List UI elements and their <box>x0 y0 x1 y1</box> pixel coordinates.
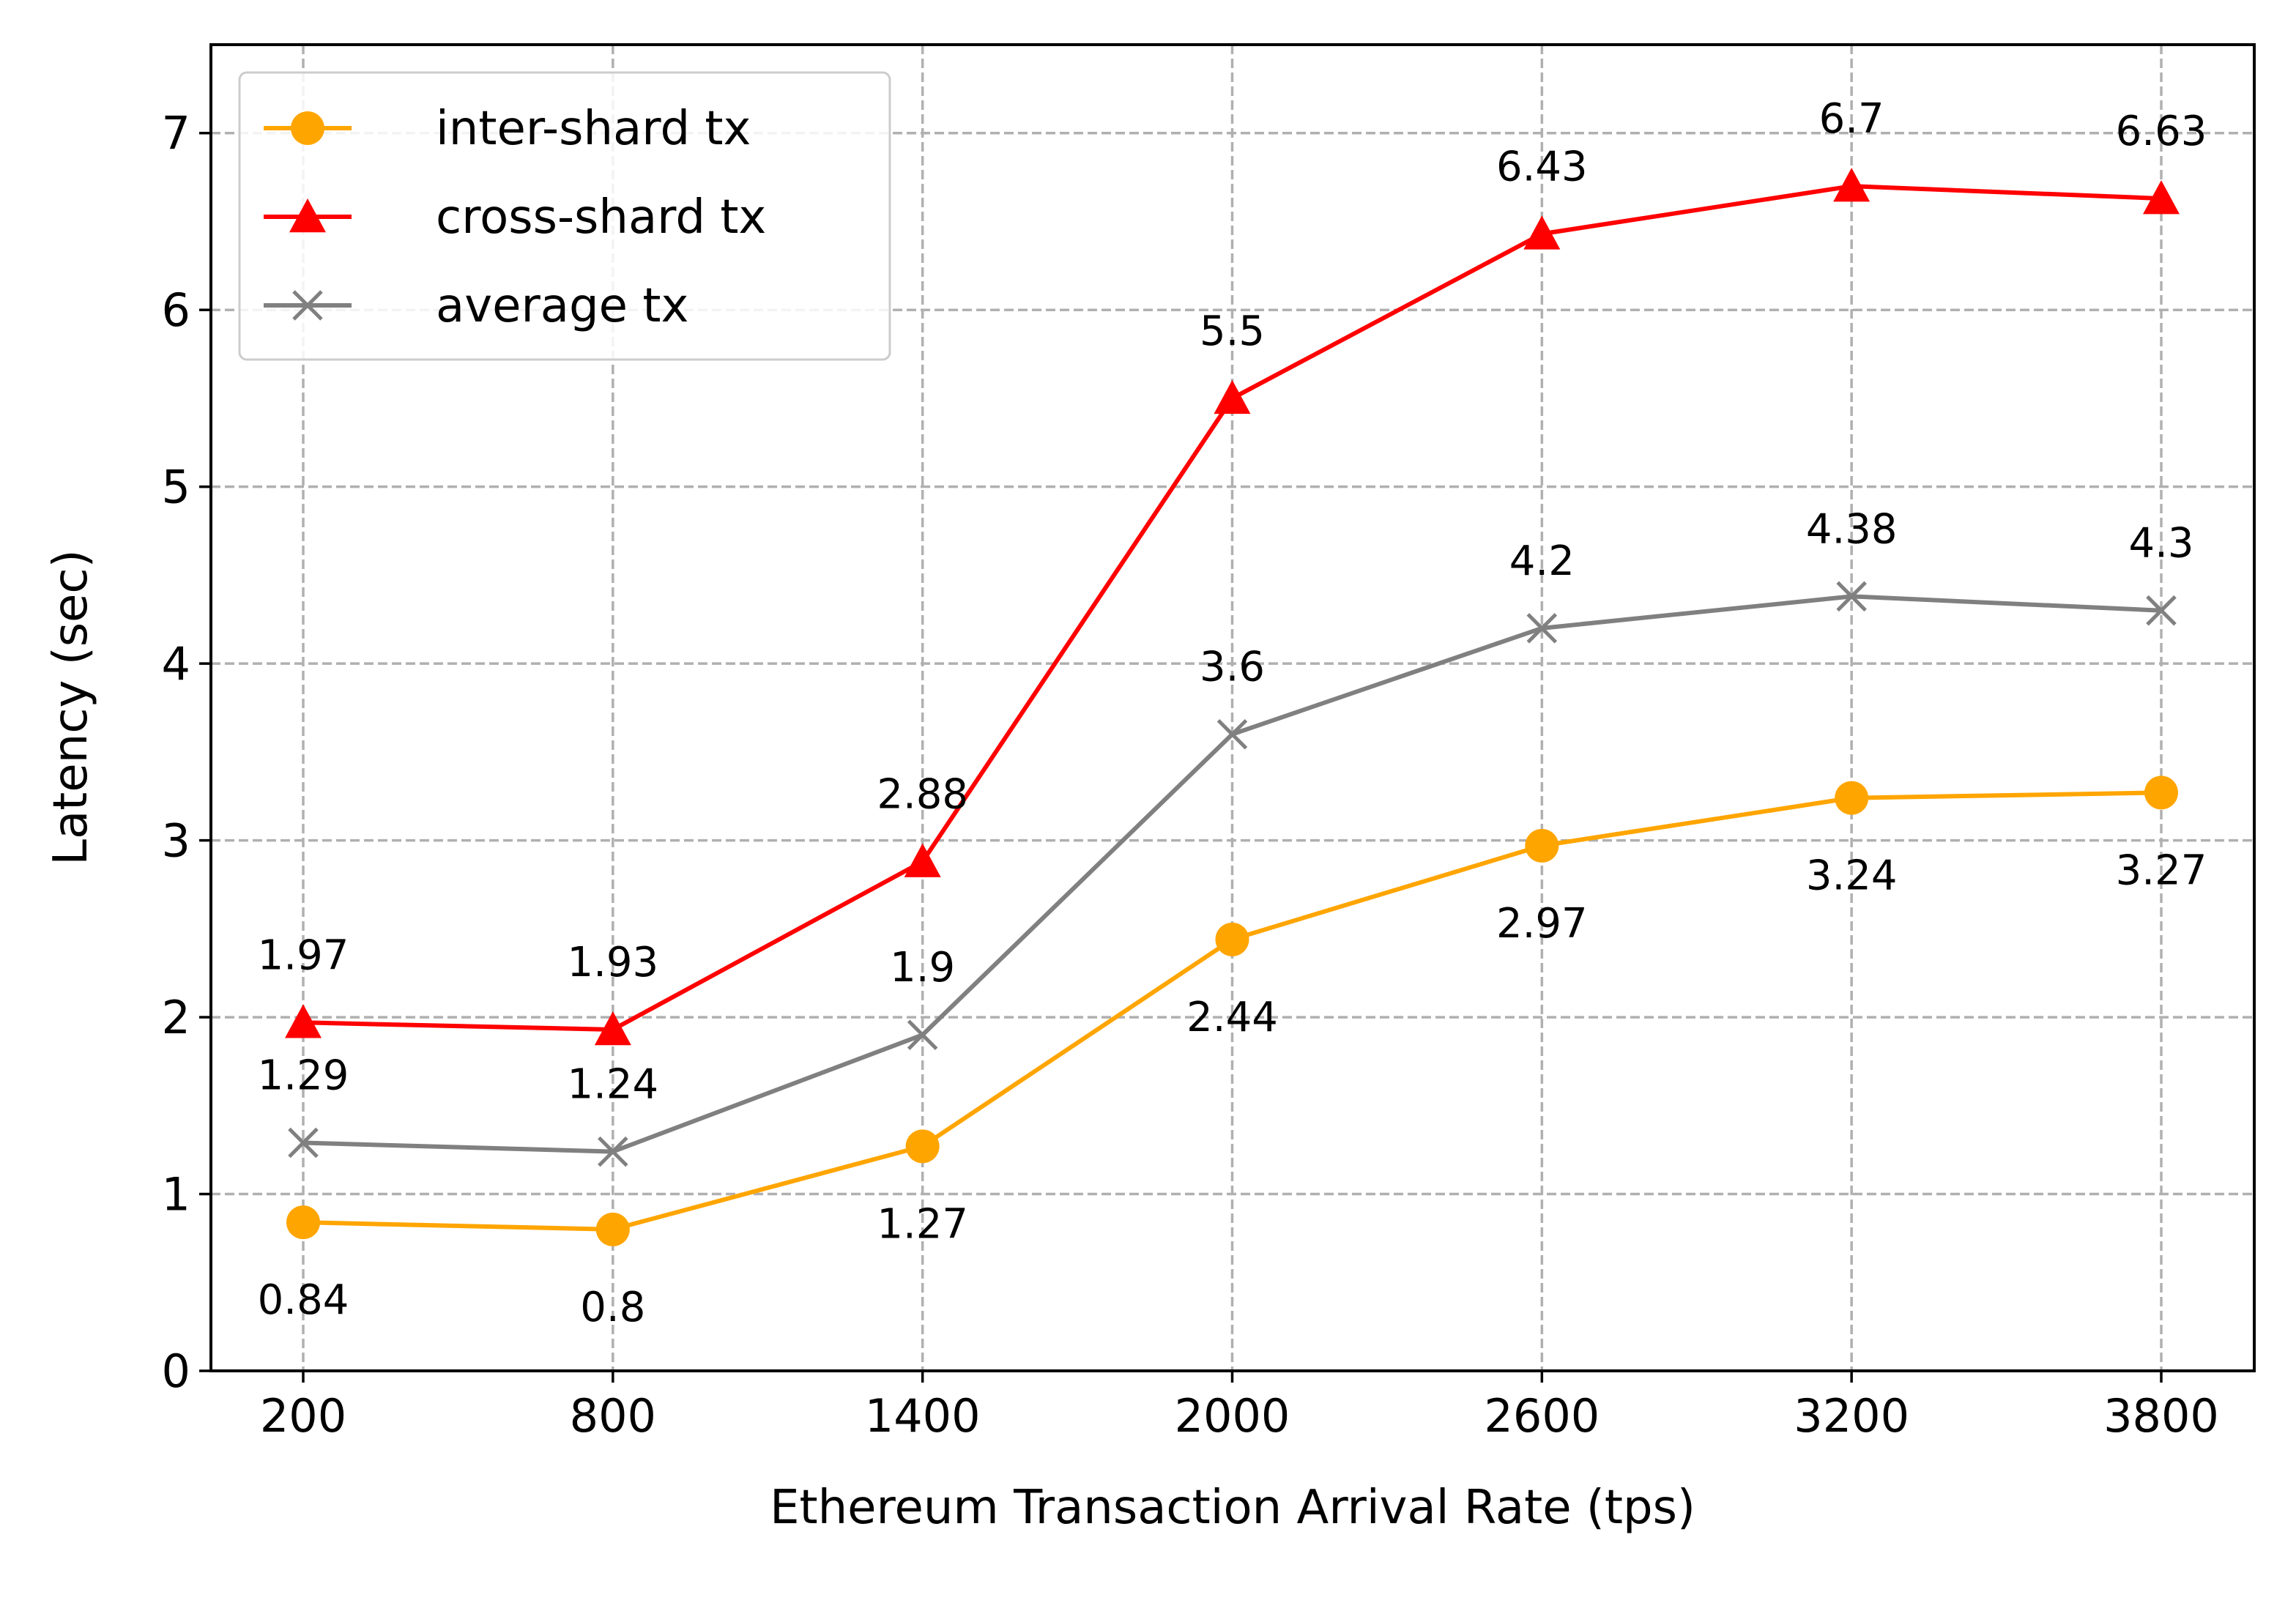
legend-marker <box>292 290 323 321</box>
data-point-marker <box>2144 776 2178 810</box>
x-tick-label: 3200 <box>1794 1389 1909 1443</box>
data-point-marker <box>594 1011 631 1046</box>
x-tick-label: 800 <box>570 1389 656 1443</box>
data-label: 1.97 <box>258 931 349 979</box>
y-tick-label: 7 <box>162 107 190 160</box>
x-tick-label: 2000 <box>1175 1389 1290 1443</box>
x-tick-label: 200 <box>260 1389 346 1443</box>
x-tick-label: 1400 <box>865 1389 981 1443</box>
series-average-tx <box>288 581 2177 1167</box>
x-tick-label: 3800 <box>2103 1389 2219 1443</box>
legend-box <box>238 71 891 361</box>
data-label: 3.27 <box>2116 847 2207 894</box>
data-label: 3.6 <box>1200 644 1265 691</box>
data-point-marker <box>2143 180 2180 215</box>
data-point-marker <box>1835 781 1869 815</box>
series-layer <box>285 168 2180 1246</box>
data-point-marker <box>598 1136 628 1167</box>
series-inter-shard-tx <box>286 776 2178 1246</box>
y-tick-label: 6 <box>162 283 190 337</box>
y-tick-label: 5 <box>162 461 190 514</box>
data-label: 3.24 <box>1806 852 1898 900</box>
y-tick-label: 3 <box>162 814 190 868</box>
data-label: 1.27 <box>877 1200 968 1248</box>
data-point-marker <box>1525 828 1559 863</box>
y-tick-label: 1 <box>162 1168 190 1221</box>
legend: inter-shard tx cross-shard tx average tx <box>238 71 891 361</box>
data-label: 5.5 <box>1200 308 1265 355</box>
y-tick-label: 4 <box>162 637 190 691</box>
data-point-marker <box>286 1205 320 1240</box>
data-point-marker <box>595 1212 630 1246</box>
data-label: 2.97 <box>1496 900 1588 948</box>
data-point-marker <box>1833 168 1870 202</box>
data-label: 1.9 <box>890 944 955 992</box>
data-point-marker <box>1836 581 1867 612</box>
data-label: 6.63 <box>2116 108 2207 155</box>
data-point-marker <box>1523 215 1561 250</box>
legend-label: average tx <box>436 279 688 333</box>
data-point-marker <box>1216 718 1248 750</box>
data-label: 4.38 <box>1806 505 1898 553</box>
legend-item: inter-shard tx <box>264 102 751 156</box>
legend-item: average tx <box>264 279 688 333</box>
data-point-marker <box>1526 613 1558 644</box>
data-point-marker <box>1214 379 1251 414</box>
data-label: 1.24 <box>567 1061 658 1109</box>
y-tick-label: 0 <box>162 1344 190 1398</box>
data-label: 1.29 <box>258 1052 349 1100</box>
axis-ticks: 200 800 1400 2000 2600 3200 3800 0 1 2 3 4 5 6 7 <box>162 107 2219 1443</box>
data-point-marker <box>904 843 941 877</box>
data-label: 0.8 <box>580 1284 645 1331</box>
data-label: 6.7 <box>1819 95 1884 143</box>
legend-marker <box>291 111 324 145</box>
data-point-marker <box>2146 595 2177 626</box>
data-point-marker <box>285 1004 322 1038</box>
data-label: 4.3 <box>2128 520 2193 568</box>
legend-label: inter-shard tx <box>436 102 751 156</box>
legend-item: cross-shard tx <box>264 190 766 245</box>
data-label: 1.93 <box>567 939 658 986</box>
y-axis-label: Latency (sec) <box>44 549 98 865</box>
x-tick-label: 2600 <box>1484 1389 1600 1443</box>
data-point-marker <box>907 1019 938 1050</box>
data-label: 6.43 <box>1496 143 1588 190</box>
data-point-marker <box>905 1129 940 1164</box>
data-label: 2.88 <box>877 771 968 819</box>
data-point-marker <box>288 1127 319 1158</box>
data-label: 4.2 <box>1509 538 1575 585</box>
data-label: 0.84 <box>258 1276 349 1324</box>
x-axis-label: Ethereum Transaction Arrival Rate (tps) <box>770 1481 1695 1535</box>
legend-marker <box>289 198 326 233</box>
legend-label: cross-shard tx <box>436 190 766 245</box>
series-cross-shard-tx <box>285 168 2180 1046</box>
data-labels: 0.84 0.8 1.27 2.44 2.97 3.24 3.27 1.97 1.93 2.88 5… <box>258 95 2207 1331</box>
data-label: 2.44 <box>1186 994 1278 1041</box>
y-tick-label: 2 <box>162 991 190 1044</box>
data-point-marker <box>1215 922 1249 956</box>
